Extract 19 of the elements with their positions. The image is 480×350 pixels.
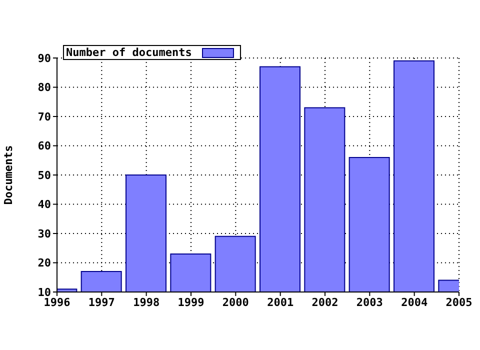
x-tick-label: 2001 [267,296,294,309]
y-tick-label: 80 [38,81,51,94]
y-tick-label: 30 [38,227,51,240]
x-tick-label: 1998 [133,296,160,309]
y-tick-label: 50 [38,168,51,182]
y-axis-title: Documents [2,145,15,205]
x-tick-label: 2000 [222,296,249,309]
x-tick-label: 2004 [401,296,428,309]
y-tick-label: 20 [38,256,51,270]
x-tick-label: 1999 [178,296,204,309]
x-tick-label: 2002 [312,296,338,309]
x-tick-label: 2005 [446,296,472,309]
y-tick-label: 70 [38,110,51,124]
legend-label: Number of documents [66,46,192,59]
x-tick-label: 1997 [88,296,115,309]
y-tick-label: 40 [38,198,51,212]
y-tick-label: 90 [38,52,51,65]
y-tick-label: 60 [38,140,51,153]
x-tick-label: 2003 [356,296,383,309]
